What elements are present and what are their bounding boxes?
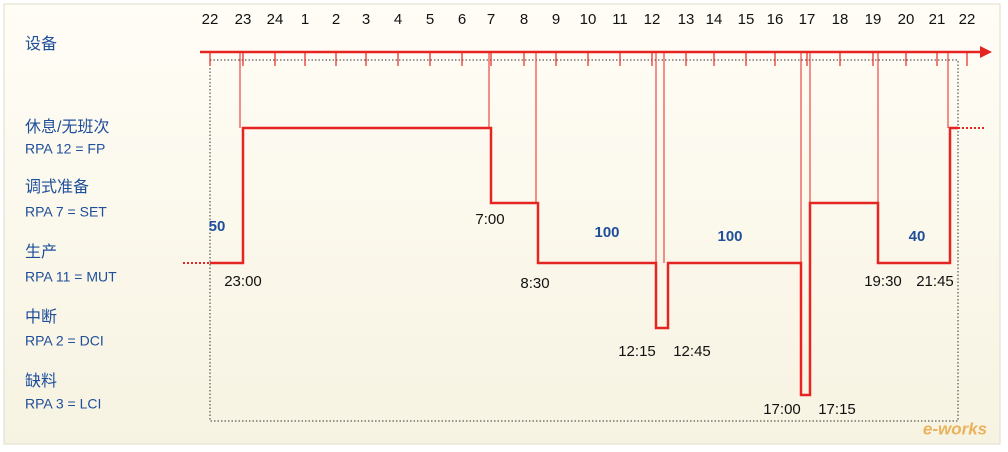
hour-label: 4 [394,11,402,28]
state-name: 调式准备 [25,178,89,196]
time-label: 19:30 [864,273,902,290]
hour-label: 14 [706,11,723,28]
hour-label: 3 [362,11,370,28]
quantity-label: 100 [594,224,619,241]
hour-label: 24 [267,11,284,28]
quantity-label: 50 [209,218,226,235]
state-name: 缺料 [25,372,57,390]
quantity-label: 40 [909,228,926,245]
title: 设备 [25,35,57,53]
panel [3,3,1001,445]
axis-arrow [980,46,992,58]
hour-label: 10 [580,11,597,28]
labels: 22 23 24 1 2 3 4 5 6 7 8 9 10 11 12 13 14 15 16 17 18 19 20 21 2… [25,11,987,439]
state-code: RPA 2 = DCI [25,333,104,349]
state-code: RPA 12 = FP [25,141,105,157]
hour-label: 2 [332,11,340,28]
hour-label: 18 [832,11,849,28]
hour-label: 12 [644,11,661,28]
hour-label: 21 [929,11,946,28]
transition-lines [239,52,949,263]
hour-label: 20 [898,11,915,28]
hour-label: 22 [202,11,219,28]
hour-label: 7 [487,11,495,28]
hour-label: 19 [865,11,882,28]
watermark: e-works [923,419,987,438]
time-label: 8:30 [520,275,549,292]
state-code: RPA 7 = SET [25,204,107,220]
hour-label: 6 [458,11,466,28]
state-code: RPA 11 = MUT [25,269,117,285]
hour-label: 5 [426,11,434,28]
hour-label: 17 [799,11,816,28]
time-label: 12:45 [673,343,711,360]
hour-label: 9 [552,11,560,28]
state-line [210,126,958,397]
frame [209,59,959,422]
hour-label: 11 [612,11,628,28]
time-label: 21:45 [916,273,954,290]
hour-label: 8 [520,11,528,28]
state-code: RPA 3 = LCI [25,396,101,412]
quantity-label: 100 [717,228,742,245]
hour-label: 13 [678,11,695,28]
time-label: 17:15 [818,401,856,418]
hour-label: 22 [959,11,976,28]
hour-label: 16 [767,11,784,28]
state-name: 休息/无班次 [25,118,109,136]
hour-label: 23 [235,11,252,28]
time-label: 17:00 [763,401,801,418]
hour-label: 1 [301,11,309,28]
time-label: 12:15 [618,343,656,360]
state-name: 生产 [25,243,57,261]
hour-label: 15 [738,11,755,28]
time-label: 7:00 [475,211,504,228]
state-name: 中断 [25,308,57,326]
time-label: 23:00 [224,273,262,290]
